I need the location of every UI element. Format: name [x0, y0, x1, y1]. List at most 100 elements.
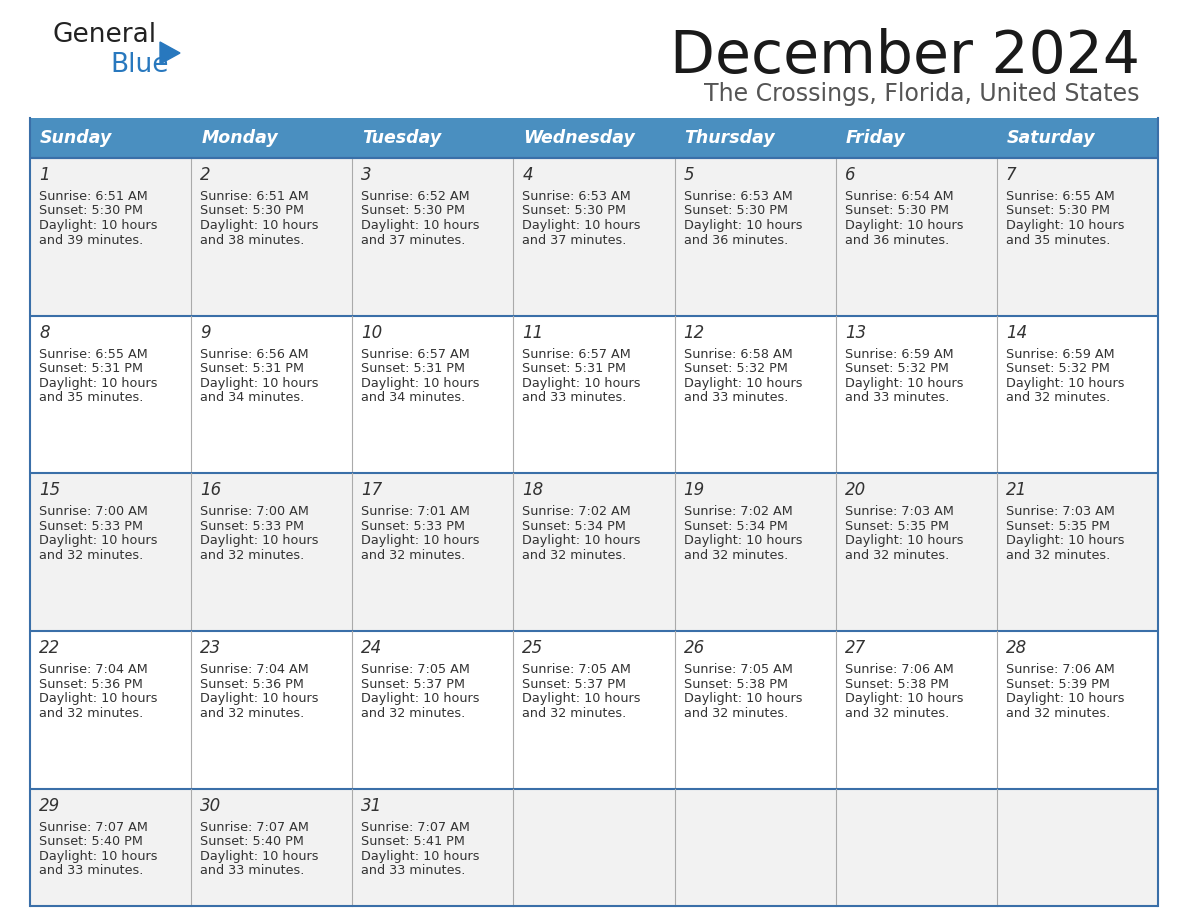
Text: and 32 minutes.: and 32 minutes.: [1006, 391, 1110, 404]
Text: Sunset: 5:31 PM: Sunset: 5:31 PM: [523, 363, 626, 375]
Text: and 32 minutes.: and 32 minutes.: [523, 707, 627, 720]
Text: Tuesday: Tuesday: [362, 129, 442, 147]
Text: Sunrise: 6:52 AM: Sunrise: 6:52 AM: [361, 190, 470, 203]
Text: 26: 26: [683, 639, 704, 657]
Text: and 39 minutes.: and 39 minutes.: [39, 233, 144, 247]
Text: Sunrise: 7:00 AM: Sunrise: 7:00 AM: [200, 506, 309, 519]
Text: and 35 minutes.: and 35 minutes.: [1006, 233, 1111, 247]
Text: Daylight: 10 hours: Daylight: 10 hours: [683, 376, 802, 389]
Text: Sunset: 5:31 PM: Sunset: 5:31 PM: [39, 363, 143, 375]
Text: Sunrise: 7:02 AM: Sunrise: 7:02 AM: [523, 506, 631, 519]
Text: Daylight: 10 hours: Daylight: 10 hours: [200, 692, 318, 705]
Text: Sunrise: 7:04 AM: Sunrise: 7:04 AM: [200, 663, 309, 676]
Text: 1: 1: [39, 166, 50, 184]
Text: Daylight: 10 hours: Daylight: 10 hours: [1006, 692, 1124, 705]
Text: Sunset: 5:37 PM: Sunset: 5:37 PM: [523, 677, 626, 690]
Text: Daylight: 10 hours: Daylight: 10 hours: [200, 376, 318, 389]
Text: 23: 23: [200, 639, 221, 657]
Text: Sunrise: 6:57 AM: Sunrise: 6:57 AM: [523, 348, 631, 361]
Text: 18: 18: [523, 481, 544, 499]
Text: 30: 30: [200, 797, 221, 815]
Text: Monday: Monday: [201, 129, 278, 147]
Text: 13: 13: [845, 324, 866, 341]
Text: 10: 10: [361, 324, 383, 341]
Text: 25: 25: [523, 639, 544, 657]
Text: Daylight: 10 hours: Daylight: 10 hours: [361, 534, 480, 547]
Text: Sunset: 5:31 PM: Sunset: 5:31 PM: [200, 363, 304, 375]
Text: Sunset: 5:37 PM: Sunset: 5:37 PM: [361, 677, 466, 690]
Text: 14: 14: [1006, 324, 1028, 341]
Text: Sunset: 5:34 PM: Sunset: 5:34 PM: [523, 520, 626, 532]
Text: Sunset: 5:41 PM: Sunset: 5:41 PM: [361, 835, 466, 848]
Text: Daylight: 10 hours: Daylight: 10 hours: [523, 219, 642, 232]
Text: Sunset: 5:30 PM: Sunset: 5:30 PM: [200, 205, 304, 218]
Text: Sunrise: 6:55 AM: Sunrise: 6:55 AM: [39, 348, 147, 361]
Text: and 33 minutes.: and 33 minutes.: [200, 864, 304, 878]
Text: Sunrise: 7:06 AM: Sunrise: 7:06 AM: [1006, 663, 1114, 676]
Polygon shape: [160, 42, 181, 64]
Text: and 32 minutes.: and 32 minutes.: [361, 549, 466, 562]
Text: and 33 minutes.: and 33 minutes.: [523, 391, 627, 404]
Text: Blue: Blue: [110, 52, 169, 78]
Text: Daylight: 10 hours: Daylight: 10 hours: [361, 376, 480, 389]
Text: Sunset: 5:33 PM: Sunset: 5:33 PM: [39, 520, 143, 532]
Text: Sunset: 5:30 PM: Sunset: 5:30 PM: [683, 205, 788, 218]
Text: Friday: Friday: [846, 129, 905, 147]
Text: December 2024: December 2024: [670, 28, 1140, 85]
Text: Sunrise: 6:56 AM: Sunrise: 6:56 AM: [200, 348, 309, 361]
Text: 7: 7: [1006, 166, 1017, 184]
Text: Daylight: 10 hours: Daylight: 10 hours: [39, 534, 158, 547]
Text: 11: 11: [523, 324, 544, 341]
Text: General: General: [52, 22, 156, 48]
Text: Sunset: 5:33 PM: Sunset: 5:33 PM: [361, 520, 466, 532]
Text: 15: 15: [39, 481, 61, 499]
Text: Sunset: 5:33 PM: Sunset: 5:33 PM: [200, 520, 304, 532]
Bar: [30, 631, 1158, 789]
Text: Daylight: 10 hours: Daylight: 10 hours: [845, 376, 963, 389]
Text: Daylight: 10 hours: Daylight: 10 hours: [845, 219, 963, 232]
Text: Daylight: 10 hours: Daylight: 10 hours: [200, 850, 318, 863]
Text: 9: 9: [200, 324, 210, 341]
Text: Sunset: 5:32 PM: Sunset: 5:32 PM: [1006, 363, 1110, 375]
Text: Daylight: 10 hours: Daylight: 10 hours: [683, 219, 802, 232]
Text: and 32 minutes.: and 32 minutes.: [1006, 549, 1110, 562]
Text: Sunrise: 6:54 AM: Sunrise: 6:54 AM: [845, 190, 953, 203]
Text: 5: 5: [683, 166, 694, 184]
Text: The Crossings, Florida, United States: The Crossings, Florida, United States: [704, 82, 1140, 106]
Text: and 32 minutes.: and 32 minutes.: [200, 549, 304, 562]
Text: Sunrise: 6:59 AM: Sunrise: 6:59 AM: [1006, 348, 1114, 361]
Text: Sunrise: 6:53 AM: Sunrise: 6:53 AM: [683, 190, 792, 203]
Text: 28: 28: [1006, 639, 1028, 657]
Text: Sunset: 5:40 PM: Sunset: 5:40 PM: [39, 835, 143, 848]
Text: Sunrise: 7:00 AM: Sunrise: 7:00 AM: [39, 506, 147, 519]
Text: 2: 2: [200, 166, 210, 184]
Text: 31: 31: [361, 797, 383, 815]
Text: and 37 minutes.: and 37 minutes.: [361, 233, 466, 247]
Text: and 32 minutes.: and 32 minutes.: [683, 549, 788, 562]
Text: and 33 minutes.: and 33 minutes.: [683, 391, 788, 404]
Text: and 32 minutes.: and 32 minutes.: [845, 707, 949, 720]
Text: Sunrise: 6:51 AM: Sunrise: 6:51 AM: [200, 190, 309, 203]
Text: Sunrise: 6:51 AM: Sunrise: 6:51 AM: [39, 190, 147, 203]
Text: and 35 minutes.: and 35 minutes.: [39, 391, 144, 404]
Text: Sunset: 5:32 PM: Sunset: 5:32 PM: [683, 363, 788, 375]
Text: Daylight: 10 hours: Daylight: 10 hours: [39, 376, 158, 389]
Text: and 34 minutes.: and 34 minutes.: [361, 391, 466, 404]
Text: Sunrise: 6:57 AM: Sunrise: 6:57 AM: [361, 348, 470, 361]
Text: Sunrise: 7:03 AM: Sunrise: 7:03 AM: [845, 506, 954, 519]
Text: Daylight: 10 hours: Daylight: 10 hours: [845, 534, 963, 547]
Text: and 32 minutes.: and 32 minutes.: [39, 549, 144, 562]
Text: Daylight: 10 hours: Daylight: 10 hours: [1006, 219, 1124, 232]
Text: Sunrise: 7:06 AM: Sunrise: 7:06 AM: [845, 663, 954, 676]
Text: Sunset: 5:35 PM: Sunset: 5:35 PM: [845, 520, 949, 532]
Text: 29: 29: [39, 797, 61, 815]
Text: and 32 minutes.: and 32 minutes.: [683, 707, 788, 720]
Text: Wednesday: Wednesday: [524, 129, 636, 147]
Text: and 33 minutes.: and 33 minutes.: [845, 391, 949, 404]
Text: Daylight: 10 hours: Daylight: 10 hours: [523, 692, 642, 705]
Text: Sunset: 5:40 PM: Sunset: 5:40 PM: [200, 835, 304, 848]
Text: Sunset: 5:36 PM: Sunset: 5:36 PM: [200, 677, 304, 690]
Text: and 32 minutes.: and 32 minutes.: [523, 549, 627, 562]
Text: 17: 17: [361, 481, 383, 499]
Text: Sunrise: 6:58 AM: Sunrise: 6:58 AM: [683, 348, 792, 361]
